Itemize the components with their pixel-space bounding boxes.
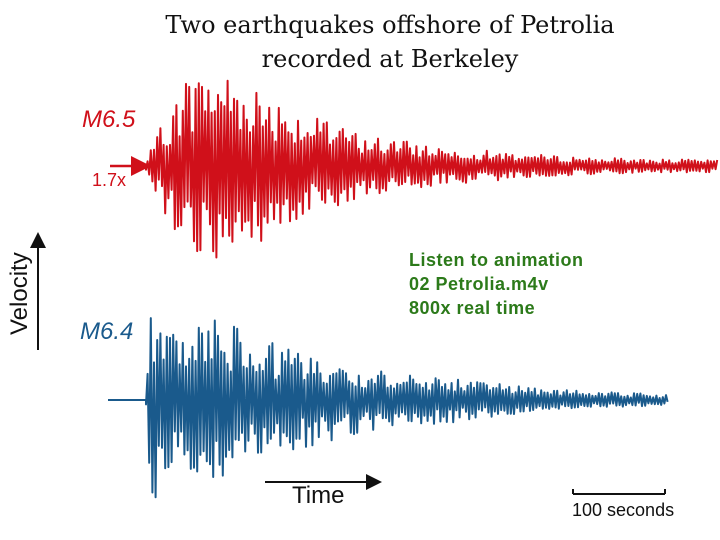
m65-seismogram-trace: [145, 79, 719, 259]
scale-bar-label: 100 seconds: [572, 500, 675, 520]
amplitude-scale-label: 1.7x: [92, 170, 127, 190]
animation-note-line-1: Listen to animation: [409, 250, 584, 270]
m64-series-label: M6.4: [80, 318, 134, 345]
chart-title: Two earthquakes offshore of Petrolia rec…: [0, 8, 720, 76]
m65-series-label: M6.5: [82, 106, 136, 133]
m64-seismogram-trace: [108, 317, 669, 499]
animation-note: Listen to animation 02 Petrolia.m4v 800x…: [409, 248, 584, 320]
scale-bar: [572, 489, 666, 495]
animation-note-line-2: 02 Petrolia.m4v: [409, 274, 549, 294]
title-line-2: recorded at Berkeley: [261, 45, 519, 73]
y-axis-label: Velocity: [6, 252, 33, 335]
x-axis-label: Time: [292, 482, 345, 509]
title-line-1: Two earthquakes offshore of Petrolia: [165, 11, 615, 39]
animation-note-line-3: 800x real time: [409, 298, 536, 318]
